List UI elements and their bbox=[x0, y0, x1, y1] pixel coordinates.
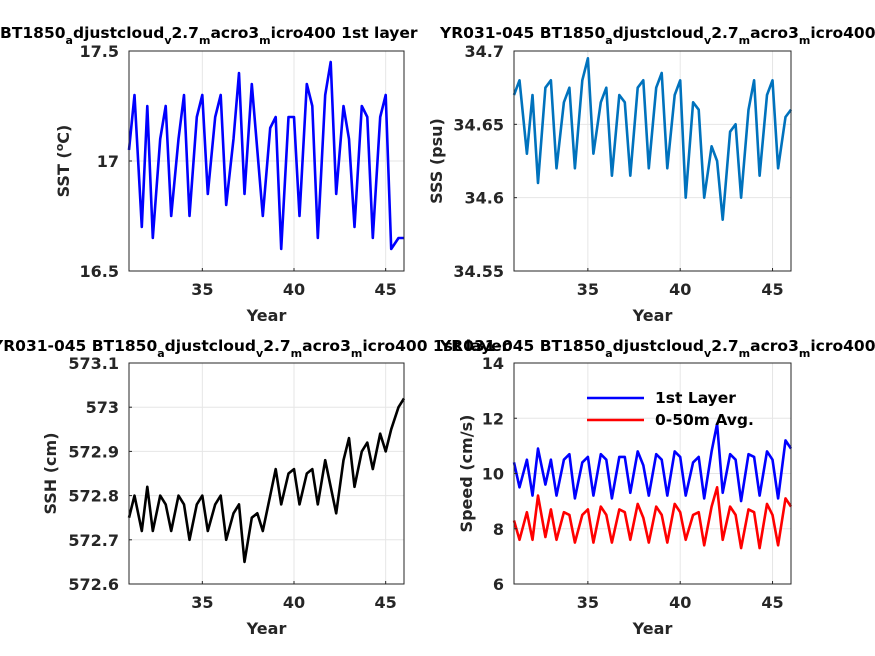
y-tick-label: 34.6 bbox=[465, 189, 504, 208]
y-tick-label: 572.7 bbox=[68, 531, 119, 550]
chart-2: 35 40 45 34.55 34.6 34.65 34.7 Year SSS (psu) YR0… bbox=[427, 24, 875, 325]
x-tick-label: 35 bbox=[577, 593, 599, 612]
series-line-1 bbox=[512, 422, 793, 503]
x-tick-label: 35 bbox=[191, 593, 213, 612]
y-tick-label: 573 bbox=[86, 398, 119, 417]
x-tick-label: 45 bbox=[375, 593, 397, 612]
y-axis-label: SST (oC) bbox=[53, 125, 74, 198]
y-tick-label: 10 bbox=[482, 465, 504, 484]
x-tick-label: 45 bbox=[761, 593, 783, 612]
x-tick-label: 40 bbox=[283, 280, 305, 299]
axes-box bbox=[128, 362, 405, 585]
y-tick-label: 17.5 bbox=[80, 42, 119, 61]
y-tick-label: 34.7 bbox=[465, 42, 504, 61]
y-tick-label: 573.1 bbox=[68, 354, 119, 373]
y-axis-label: Speed (cm/s) bbox=[457, 415, 476, 533]
x-axis-label: Year bbox=[632, 306, 673, 325]
y-tick-label: 34.65 bbox=[453, 115, 504, 134]
series-line-1 bbox=[127, 60, 404, 251]
series-line-1 bbox=[512, 56, 793, 221]
x-tick-label: 35 bbox=[191, 280, 213, 299]
x-axis-label: Year bbox=[632, 619, 673, 638]
series-line-1 bbox=[127, 397, 406, 564]
legend-label-1: 1st Layer bbox=[655, 389, 736, 407]
y-tick-label: 14 bbox=[482, 354, 504, 373]
legend-label-2: 0-50m Avg. bbox=[655, 411, 754, 429]
y-axis-label: SSH (cm) bbox=[41, 432, 60, 514]
chart-title: BT1850adjustcloudv2.7macro3micro400 1st … bbox=[0, 24, 418, 47]
x-tick-label: 45 bbox=[375, 280, 397, 299]
x-axis-label: Year bbox=[246, 619, 287, 638]
x-tick-label: 35 bbox=[577, 280, 599, 299]
y-tick-label: 16.5 bbox=[80, 262, 119, 281]
axes-box bbox=[513, 50, 792, 272]
x-axis-label: Year bbox=[246, 306, 287, 325]
y-tick-label: 6 bbox=[493, 575, 504, 594]
chart-title: YR031-045 BT1850adjustcloudv2.7macro3mic… bbox=[439, 24, 875, 47]
y-tick-label: 572.6 bbox=[68, 575, 119, 594]
y-tick-label: 12 bbox=[482, 409, 504, 428]
x-tick-label: 40 bbox=[669, 593, 691, 612]
y-tick-label: 17 bbox=[97, 152, 119, 171]
chart-4: 35 40 45 6 8 10 12 14 Year Speed (cm/s) YR031-045 … bbox=[439, 337, 875, 638]
x-tick-label: 45 bbox=[761, 280, 783, 299]
x-tick-label: 40 bbox=[669, 280, 691, 299]
y-tick-label: 8 bbox=[493, 520, 504, 539]
y-tick-label: 34.55 bbox=[453, 262, 504, 281]
x-tick-label: 40 bbox=[283, 593, 305, 612]
chart-1: 35 40 45 16.5 17 17.5 Year SST (oC) BT1850adjust… bbox=[0, 24, 418, 325]
chart-3: 35 40 45 572.6 572.7 572.8 572.9 573 573.1 Year SS… bbox=[0, 337, 510, 638]
y-axis-label: SSS (psu) bbox=[427, 118, 446, 204]
chart-title: YR031-045 BT1850adjustcloudv2.7macro3mic… bbox=[439, 337, 875, 360]
chart-title: YR031-045 BT1850adjustcloudv2.7macro3mic… bbox=[0, 337, 510, 360]
series-line-2 bbox=[512, 485, 793, 550]
y-tick-label: 572.8 bbox=[68, 487, 119, 506]
y-tick-label: 572.9 bbox=[68, 442, 119, 461]
